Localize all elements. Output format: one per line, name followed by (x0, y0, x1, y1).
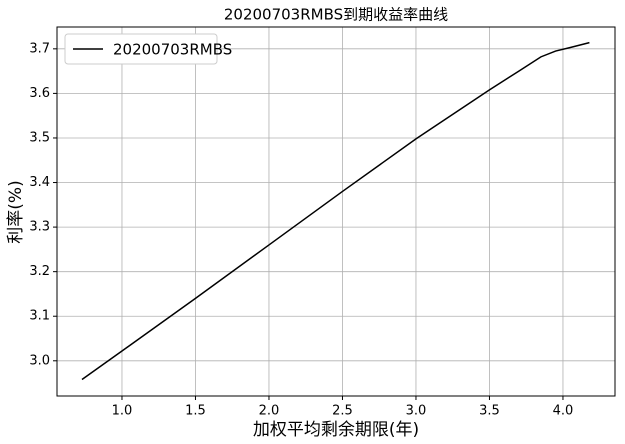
x-tick-label: 2.5 (332, 404, 353, 419)
x-tick-label: 1.0 (112, 404, 133, 419)
line-series (81, 41, 590, 381)
y-tick-label: 3.3 (29, 220, 50, 235)
y-tick-label: 3.6 (29, 86, 50, 101)
y-axis-label: 利率(%) (6, 180, 26, 243)
x-tick-label: 2.0 (259, 404, 280, 419)
x-tick-label: 1.5 (185, 404, 206, 419)
y-tick-label: 3.0 (29, 353, 50, 368)
y-tick-label: 3.1 (29, 309, 50, 324)
y-tick-label: 3.5 (29, 130, 50, 145)
legend-box (64, 33, 218, 65)
x-tick-label: 4.0 (553, 404, 574, 419)
x-tick-label: 3.0 (406, 404, 427, 419)
plot-frame (56, 26, 616, 397)
y-tick-label: 3.7 (29, 41, 50, 56)
chart-title: 20200703RMBS到期收益率曲线 (224, 6, 448, 24)
y-tick-label: 3.4 (29, 175, 50, 190)
x-axis-label: 加权平均剩余期限(年) (253, 420, 419, 440)
y-tick-label: 3.2 (29, 264, 50, 279)
legend-label: 20200703RMBS (113, 41, 232, 59)
x-tick-label: 3.5 (479, 404, 500, 419)
